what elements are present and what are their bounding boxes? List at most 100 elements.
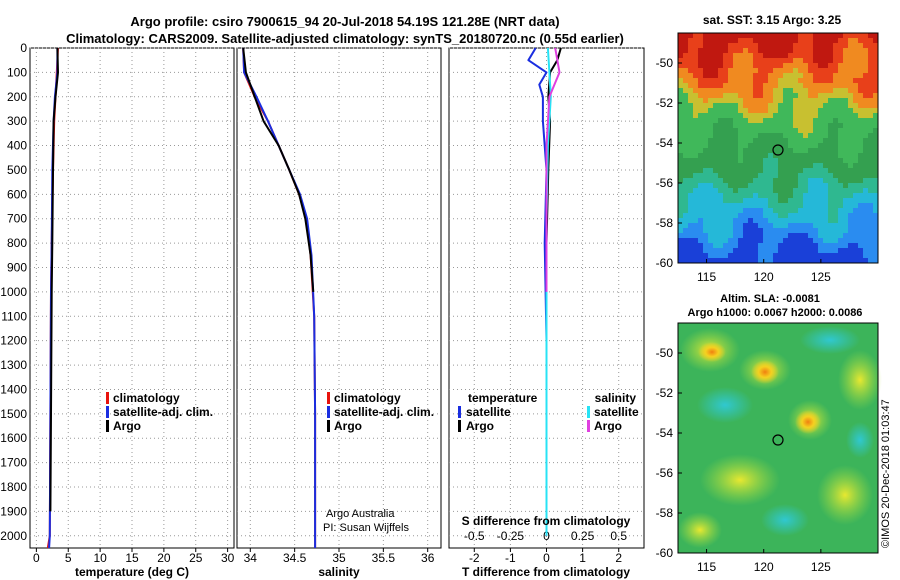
sst-cell — [783, 233, 788, 238]
sst-cell — [748, 213, 753, 218]
sst-cell — [838, 193, 843, 198]
sst-cell — [723, 218, 728, 223]
sst-cell — [678, 38, 683, 43]
sst-cell — [678, 78, 683, 83]
sst-cell — [698, 98, 703, 103]
sst-cell — [843, 238, 848, 243]
sst-cell — [788, 128, 793, 133]
sst-cell — [743, 38, 748, 43]
sst-cell — [818, 183, 823, 188]
sst-cell — [688, 138, 693, 143]
sst-cell — [868, 78, 873, 83]
sst-cell — [818, 38, 823, 43]
sst-cell — [838, 173, 843, 178]
sst-cell — [833, 223, 838, 228]
sst-cell — [723, 118, 728, 123]
sst-cell — [733, 143, 738, 148]
sst-cell — [728, 173, 733, 178]
sst-cell — [793, 68, 798, 73]
sst-cell — [723, 113, 728, 118]
sst-cell — [788, 43, 793, 48]
sst-cell — [688, 78, 693, 83]
sst-cell — [738, 168, 743, 173]
sst-cell — [813, 83, 818, 88]
sst-cell — [773, 233, 778, 238]
sst-cell — [813, 93, 818, 98]
sst-cell — [688, 38, 693, 43]
sst-cell — [678, 93, 683, 98]
sst-cell — [863, 233, 868, 238]
sst-cell — [713, 153, 718, 158]
sst-cell — [853, 208, 858, 213]
sst-cell — [843, 248, 848, 253]
sst-cell — [703, 178, 708, 183]
sst-cell — [873, 118, 878, 123]
sst-cell — [758, 183, 763, 188]
sst-cell — [758, 193, 763, 198]
sst-cell — [798, 73, 803, 78]
sst-cell — [868, 133, 873, 138]
sst-cell — [843, 143, 848, 148]
sst-cell — [678, 203, 683, 208]
sst-cell — [823, 38, 828, 43]
sst-cell — [693, 83, 698, 88]
sst-cell — [733, 63, 738, 68]
sst-cell — [858, 38, 863, 43]
sst-cell — [833, 158, 838, 163]
sst-cell — [798, 113, 803, 118]
sst-cell — [863, 248, 868, 253]
sst-cell — [838, 43, 843, 48]
sst-cell — [843, 93, 848, 98]
sst-cell — [778, 173, 783, 178]
sst-cell — [813, 153, 818, 158]
sst-cell — [683, 203, 688, 208]
sst-cell — [798, 243, 803, 248]
sst-cell — [703, 198, 708, 203]
series-line-argo — [242, 47, 315, 292]
sst-cell — [678, 63, 683, 68]
sst-cell — [838, 88, 843, 93]
sst-cell — [793, 193, 798, 198]
sst-cell — [833, 58, 838, 63]
sst-cell — [833, 233, 838, 238]
sst-cell — [678, 198, 683, 203]
x-tick-label: 10 — [93, 551, 107, 565]
sst-cell — [698, 193, 703, 198]
sst-cell — [843, 128, 848, 133]
sst-cell — [853, 243, 858, 248]
sst-cell — [808, 103, 813, 108]
sst-cell — [678, 178, 683, 183]
sst-cell — [853, 218, 858, 223]
sst-cell — [708, 68, 713, 73]
sst-cell — [683, 98, 688, 103]
sst-cell — [853, 93, 858, 98]
sst-cell — [783, 203, 788, 208]
sst-cell — [813, 118, 818, 123]
sst-cell — [683, 53, 688, 58]
sst-cell — [703, 173, 708, 178]
sst-cell — [718, 143, 723, 148]
sst-cell — [783, 153, 788, 158]
sst-cell — [733, 118, 738, 123]
sst-cell — [688, 58, 693, 63]
sst-cell — [683, 83, 688, 88]
sst-cell — [738, 158, 743, 163]
sst-cell — [698, 183, 703, 188]
sst-cell — [748, 138, 753, 143]
sst-cell — [828, 43, 833, 48]
sst-cell — [748, 208, 753, 213]
sst-cell — [833, 203, 838, 208]
sst-cell — [723, 93, 728, 98]
sst-cell — [853, 108, 858, 113]
sst-cell — [798, 58, 803, 63]
sst-cell — [738, 93, 743, 98]
sst-cell — [693, 88, 698, 93]
sst-cell — [678, 33, 683, 38]
sst-cell — [718, 53, 723, 58]
sst-cell — [853, 183, 858, 188]
sst-cell — [718, 98, 723, 103]
sst-cell — [733, 58, 738, 63]
sst-cell — [763, 138, 768, 143]
sst-cell — [823, 188, 828, 193]
sst-cell — [688, 218, 693, 223]
